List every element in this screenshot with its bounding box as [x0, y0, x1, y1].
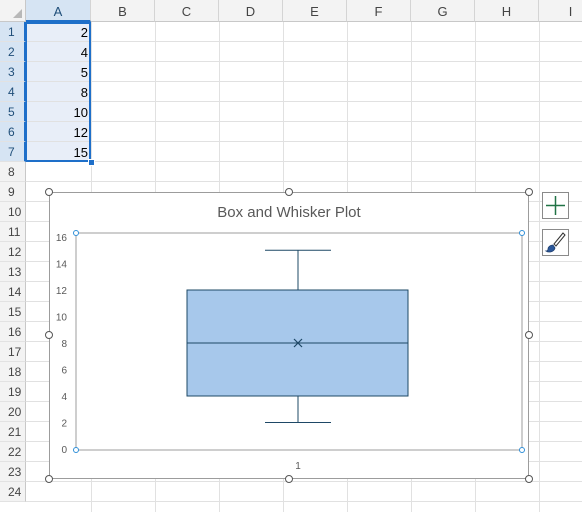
chart-title[interactable]: Box and Whisker Plot	[217, 204, 361, 221]
chart-resize-handle[interactable]	[45, 331, 53, 339]
column-header-f[interactable]: F	[347, 0, 411, 22]
gridline-horizontal	[26, 101, 582, 102]
plus-icon	[546, 196, 565, 215]
column-header-b[interactable]: B	[91, 0, 155, 22]
cell-a3[interactable]: 5	[27, 62, 91, 81]
row-header-12[interactable]: 12	[0, 242, 26, 262]
plot-area-handle[interactable]	[73, 447, 79, 453]
mean-marker[interactable]	[293, 338, 303, 348]
row-header-21[interactable]: 21	[0, 422, 26, 442]
row-header-14[interactable]: 14	[0, 282, 26, 302]
cell-a1[interactable]: 2	[27, 22, 91, 41]
select-all-corner[interactable]	[0, 0, 26, 22]
y-axis-tick-label: 4	[61, 392, 67, 403]
chart-resize-handle[interactable]	[525, 475, 533, 483]
row-header-9[interactable]: 9	[0, 182, 26, 202]
y-axis-tick-label: 14	[56, 260, 68, 271]
chart-resize-handle[interactable]	[525, 188, 533, 196]
chart-styles-button[interactable]	[542, 229, 569, 256]
column-header-i[interactable]: I	[539, 0, 582, 22]
chart-resize-handle[interactable]	[525, 331, 533, 339]
chart-elements-button[interactable]	[542, 192, 569, 219]
cell-a2[interactable]: 4	[27, 42, 91, 61]
cell-a6[interactable]: 12	[27, 122, 91, 141]
gridline-horizontal	[26, 41, 582, 42]
row-header-6[interactable]: 6	[0, 122, 26, 142]
column-header-e[interactable]: E	[283, 0, 347, 22]
column-header-d[interactable]: D	[219, 0, 283, 22]
column-header-a[interactable]: A	[26, 0, 91, 22]
paintbrush-icon	[544, 232, 566, 253]
gridline-horizontal	[26, 161, 582, 162]
row-header-5[interactable]: 5	[0, 102, 26, 122]
row-header-3[interactable]: 3	[0, 62, 26, 82]
row-header-7[interactable]: 7	[0, 142, 26, 162]
gridline-horizontal	[26, 61, 582, 62]
y-axis-tick-label: 0	[61, 445, 67, 456]
y-axis-tick-label: 16	[56, 233, 68, 244]
chart-resize-handle[interactable]	[45, 188, 53, 196]
select-all-triangle-icon	[13, 9, 22, 18]
y-axis-tick-label: 2	[61, 419, 67, 430]
column-header-h[interactable]: H	[475, 0, 539, 22]
row-header-1[interactable]: 1	[0, 22, 26, 42]
row-header-16[interactable]: 16	[0, 322, 26, 342]
box-whisker-chart[interactable]: Box and Whisker Plot 0 2 4 6 8 10 12 14 16 1	[49, 192, 529, 479]
row-header-22[interactable]: 22	[0, 442, 26, 462]
gridline-horizontal	[26, 181, 582, 182]
y-axis-tick-label: 8	[61, 339, 67, 350]
row-header-11[interactable]: 11	[0, 222, 26, 242]
x-axis-category-label: 1	[295, 461, 301, 472]
gridline-vertical	[539, 22, 540, 512]
row-header-8[interactable]: 8	[0, 162, 26, 182]
plot-area[interactable]	[75, 232, 523, 451]
row-header-18[interactable]: 18	[0, 362, 26, 382]
row-header-23[interactable]: 23	[0, 462, 26, 482]
plot-area-handle[interactable]	[519, 230, 525, 236]
row-header-17[interactable]: 17	[0, 342, 26, 362]
y-axis-tick-label: 6	[61, 366, 67, 377]
cell-a4[interactable]: 8	[27, 82, 91, 101]
cell-a7[interactable]: 15	[27, 142, 91, 161]
row-header-15[interactable]: 15	[0, 302, 26, 322]
row-header-10[interactable]: 10	[0, 202, 26, 222]
chart-resize-handle[interactable]	[285, 475, 293, 483]
row-header-24[interactable]: 24	[0, 482, 26, 502]
row-header-20[interactable]: 20	[0, 402, 26, 422]
gridline-horizontal	[26, 81, 582, 82]
row-header-19[interactable]: 19	[0, 382, 26, 402]
cell-a5[interactable]: 10	[27, 102, 91, 121]
gridline-horizontal	[26, 141, 582, 142]
gridline-horizontal	[26, 121, 582, 122]
chart-canvas: Box and Whisker Plot 0 2 4 6 8 10 12 14 16 1	[56, 204, 525, 472]
gridline-horizontal	[26, 481, 582, 482]
gridline-horizontal	[26, 501, 582, 502]
fill-handle[interactable]	[88, 159, 95, 166]
row-header-13[interactable]: 13	[0, 262, 26, 282]
plot-area-handle[interactable]	[73, 230, 79, 236]
column-header-g[interactable]: G	[411, 0, 475, 22]
row-header-4[interactable]: 4	[0, 82, 26, 102]
chart-resize-handle[interactable]	[285, 188, 293, 196]
row-header-2[interactable]: 2	[0, 42, 26, 62]
plot-area-handle[interactable]	[519, 447, 525, 453]
y-axis-tick-label: 10	[56, 313, 68, 324]
column-header-c[interactable]: C	[155, 0, 219, 22]
chart-resize-handle[interactable]	[45, 475, 53, 483]
y-axis-tick-label: 12	[56, 286, 68, 297]
